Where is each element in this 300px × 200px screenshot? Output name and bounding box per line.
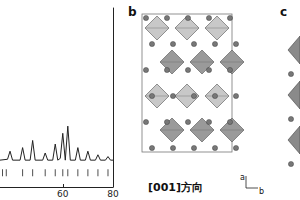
svg-text:80: 80: [107, 189, 119, 199]
svg-text:a: a: [240, 173, 245, 182]
svg-text:60: 60: [57, 189, 69, 199]
svg-text:c: c: [280, 5, 287, 19]
svg-text:[001]方向: [001]方向: [148, 181, 203, 194]
svg-text:b: b: [259, 187, 264, 196]
svg-text:b: b: [128, 5, 137, 19]
